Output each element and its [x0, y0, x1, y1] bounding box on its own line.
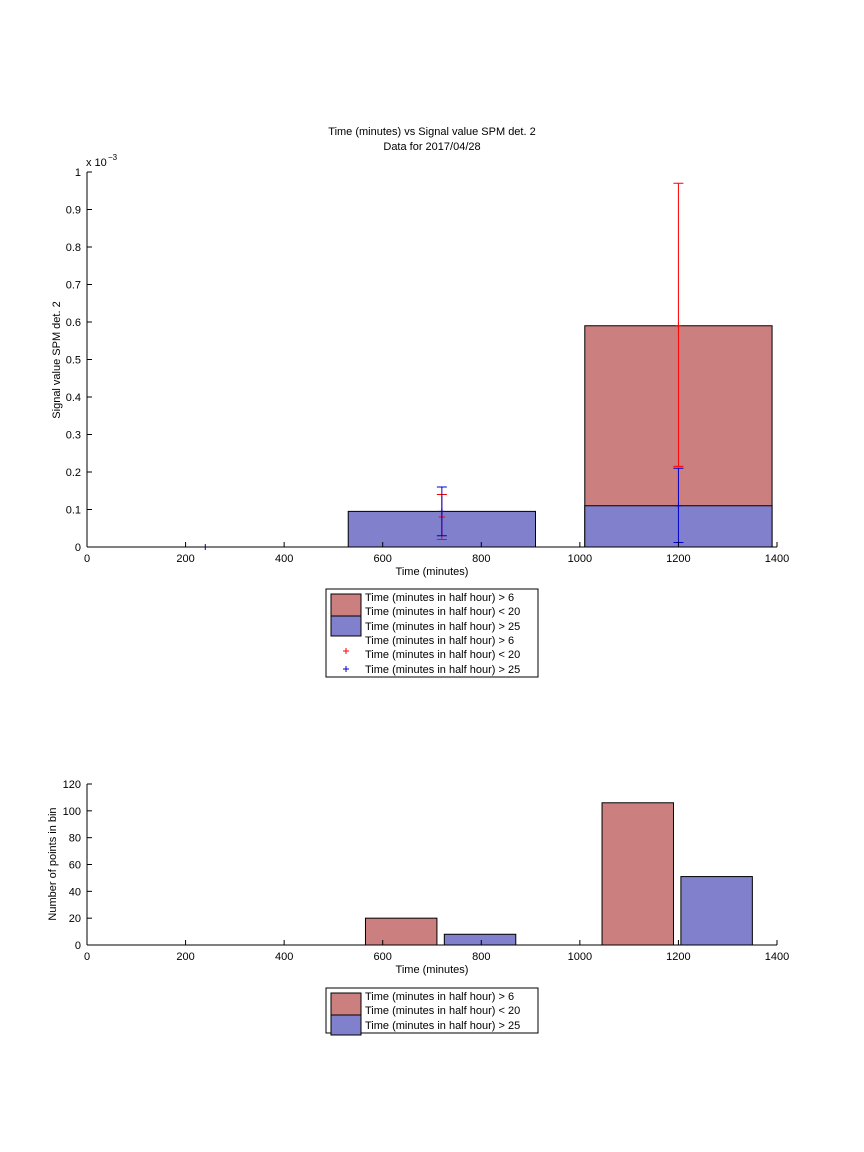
- bar: [443, 933, 517, 946]
- legend-entry-1-line-1: Time (minutes in half hour) > 6: [365, 592, 514, 604]
- legend-entry-2-line-1: Time (minutes in half hour) > 25: [365, 621, 520, 633]
- x-tick-label: 1200: [666, 553, 690, 565]
- x-tick-label: 1000: [568, 553, 592, 565]
- errorbar: [436, 486, 447, 537]
- legend-swatch-red: [330, 593, 362, 617]
- y-tick-label: 0.6: [66, 317, 81, 329]
- x-tick-label: 1400: [765, 553, 789, 565]
- legend: Time (minutes in half hour) > 6 Time (mi…: [325, 987, 539, 1036]
- plot-axes: 0 200 400 600 800 1000 1200 1400 0 20 40 60 80 100 120: [63, 779, 790, 963]
- plot-errorbars: [200, 182, 684, 550]
- y-tick-label: 0: [75, 940, 81, 952]
- legend-entry-1-line-1: Time (minutes in half hour) > 6: [365, 991, 514, 1003]
- y-tick-label: 0.8: [66, 242, 81, 254]
- y-tick-label: 0.3: [66, 430, 81, 442]
- plot-bars: [364, 802, 753, 946]
- y-tick-label: 0.2: [66, 467, 81, 479]
- bar: [364, 917, 438, 946]
- y-tick-label: 80: [69, 833, 81, 845]
- chart-count: 0 200 400 600 800 1000 1200 1400 0 20 40 60 80 100 120…: [47, 779, 790, 1036]
- y-tick-label: 1: [75, 167, 81, 179]
- legend-entry-1-line-2: Time (minutes in half hour) < 20: [365, 1005, 520, 1017]
- legend: Time (minutes in half hour) > 6 Time (mi…: [325, 588, 539, 678]
- legend-entry-3-line-1: Time (minutes in half hour) > 6: [365, 635, 514, 647]
- y-tick-label: 0.4: [66, 392, 81, 404]
- plot-axes: 0 200 400 600 800 1000 1200 1400 0 0.1 0.2 0.3 0.4 0.…: [66, 167, 790, 565]
- y-axis-label: Signal value SPM det. 2: [51, 301, 63, 418]
- x-tick-label: 0: [84, 951, 90, 963]
- y-tick-label: 0: [75, 542, 81, 554]
- y-tick-label: 100: [63, 806, 81, 818]
- legend-entry-3-line-2: Time (minutes in half hour) < 20: [365, 649, 520, 661]
- x-tick-label: 600: [374, 553, 392, 565]
- y-tick-label: 0.1: [66, 505, 81, 517]
- y-tick-label: 0.9: [66, 205, 81, 217]
- x-tick-label: 0: [84, 553, 90, 565]
- legend-swatch-blue: [330, 615, 362, 637]
- legend-entry-1-line-2: Time (minutes in half hour) < 20: [365, 606, 520, 618]
- x-tick-label: 800: [472, 951, 490, 963]
- chart-signal: Time (minutes) vs Signal value SPM det. …: [51, 126, 790, 678]
- legend-entry-4-line-1: Time (minutes in half hour) > 25: [365, 664, 520, 676]
- exponent-power: −3: [108, 153, 118, 162]
- x-tick-label: 400: [275, 951, 293, 963]
- bar: [680, 876, 753, 946]
- y-tick-label: 20: [69, 913, 81, 925]
- errorbar: [673, 182, 684, 467]
- legend-swatch-blue: [330, 1014, 362, 1036]
- errorbar: [673, 467, 684, 543]
- y-tick-label: 60: [69, 860, 81, 872]
- legend-entry-2-line-1: Time (minutes in half hour) > 25: [365, 1020, 520, 1032]
- x-tick-label: 400: [275, 553, 293, 565]
- y-tick-label: 0.7: [66, 280, 81, 292]
- x-axis-label: Time (minutes): [396, 964, 469, 976]
- y-tick-label: 40: [69, 886, 81, 898]
- chart-subtitle: Data for 2017/04/28: [383, 141, 480, 153]
- bar: [601, 802, 674, 946]
- exponent-label: x 10 −3: [86, 153, 118, 169]
- x-tick-label: 1200: [666, 951, 690, 963]
- legend-swatch-red: [330, 992, 362, 1016]
- x-tick-label: 800: [472, 553, 490, 565]
- y-tick-label: 0.5: [66, 355, 81, 367]
- x-tick-label: 1400: [765, 951, 789, 963]
- x-tick-label: 200: [176, 951, 194, 963]
- x-axis-label: Time (minutes): [396, 566, 469, 578]
- x-tick-label: 600: [374, 951, 392, 963]
- exponent-base: x 10: [86, 157, 107, 169]
- y-axis-label: Number of points in bin: [47, 807, 59, 920]
- legend-marker-blue: [343, 666, 349, 672]
- x-tick-label: 200: [176, 553, 194, 565]
- x-tick-label: 1000: [568, 951, 592, 963]
- y-tick-label: 120: [63, 779, 81, 791]
- chart-title: Time (minutes) vs Signal value SPM det. …: [328, 126, 535, 138]
- legend-marker-red: [343, 648, 349, 654]
